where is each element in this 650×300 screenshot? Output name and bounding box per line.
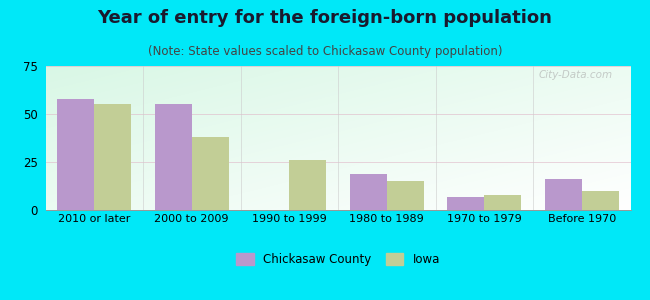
Text: City-Data.com: City-Data.com: [539, 70, 613, 80]
Bar: [192, 137, 229, 210]
Legend: Chickasaw County, Iowa: Chickasaw County, Iowa: [231, 248, 445, 270]
Bar: [57, 99, 94, 210]
Bar: [155, 104, 192, 210]
Bar: [94, 104, 131, 210]
Bar: [387, 181, 424, 210]
Bar: [289, 160, 326, 210]
Text: (Note: State values scaled to Chickasaw County population): (Note: State values scaled to Chickasaw …: [148, 45, 502, 58]
Bar: [545, 179, 582, 210]
Bar: [582, 191, 619, 210]
Bar: [447, 196, 484, 210]
Bar: [484, 195, 521, 210]
Text: Year of entry for the foreign-born population: Year of entry for the foreign-born popul…: [98, 9, 552, 27]
Bar: [350, 173, 387, 210]
